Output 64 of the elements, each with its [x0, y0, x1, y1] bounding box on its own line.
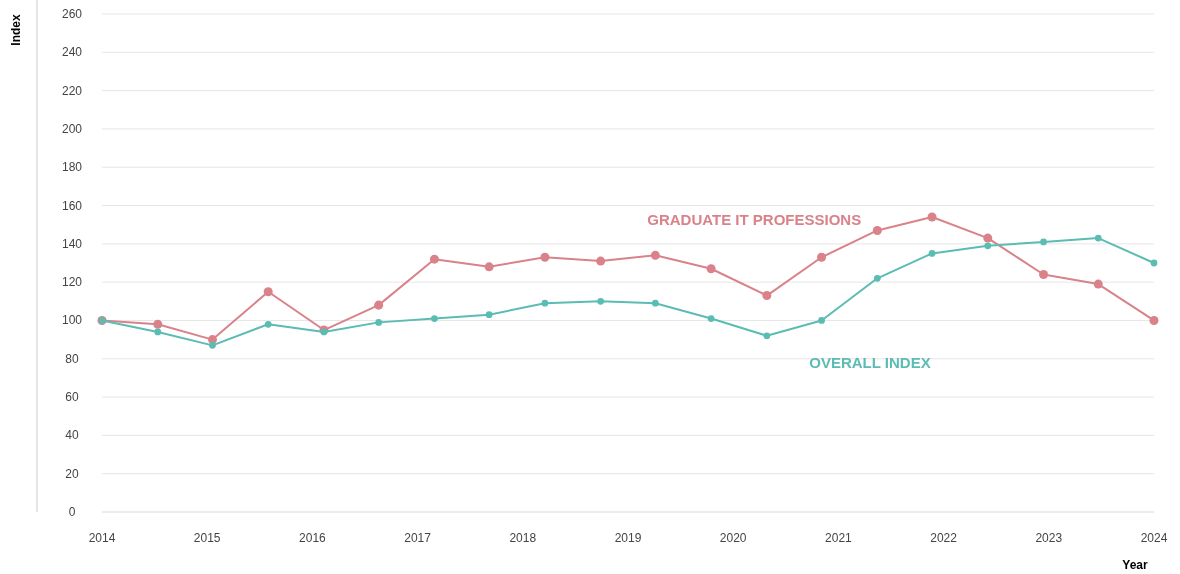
- point: [928, 250, 936, 257]
- point: [429, 254, 439, 264]
- point: [706, 264, 716, 274]
- point: [707, 315, 715, 322]
- point: [1039, 269, 1049, 279]
- point: [375, 319, 383, 326]
- point: [263, 287, 273, 297]
- point: [1149, 315, 1159, 325]
- point: [650, 250, 660, 260]
- y-tick-label: 240: [61, 45, 83, 60]
- point: [153, 319, 163, 329]
- x-tick-label: 2021: [825, 531, 853, 545]
- point: [541, 299, 549, 307]
- point: [484, 262, 494, 272]
- y-tick-label: 200: [61, 121, 83, 136]
- y-tick-label: 0: [68, 505, 76, 519]
- x-tick-label: 2014: [88, 531, 116, 545]
- y-tick-label: 220: [61, 83, 83, 98]
- y-tick-label: 100: [61, 313, 83, 328]
- y-tick-label: 160: [61, 198, 83, 213]
- point: [1040, 238, 1047, 246]
- point: [597, 297, 605, 305]
- y-tick-label: 140: [61, 236, 83, 251]
- point: [596, 256, 606, 266]
- point: [1150, 259, 1158, 267]
- point: [264, 320, 272, 328]
- point: [374, 300, 384, 310]
- x-tick-label: 2015: [193, 531, 221, 545]
- point: [485, 311, 493, 319]
- x-axis-title: Year: [1122, 558, 1149, 572]
- y-tick-label: 180: [61, 160, 83, 175]
- point: [763, 332, 771, 340]
- point: [1094, 234, 1102, 242]
- y-tick-label: 60: [65, 390, 79, 405]
- point: [651, 299, 659, 307]
- point: [983, 233, 993, 243]
- series-label: GRADUATE IT PROFESSIONS: [647, 210, 862, 228]
- x-tick-label: 2016: [299, 531, 327, 545]
- point: [872, 225, 882, 235]
- point: [1093, 279, 1103, 289]
- point: [540, 252, 550, 262]
- point: [209, 341, 216, 349]
- x-tick-label: 2019: [614, 531, 642, 545]
- x-tick-label: 2017: [404, 531, 432, 545]
- series-label: OVERALL INDEX: [809, 354, 931, 372]
- x-tick-label: 2023: [1035, 531, 1063, 545]
- y-tick-label: 40: [65, 428, 79, 443]
- point: [984, 242, 992, 250]
- y-axis-title: Index: [9, 14, 23, 46]
- x-tick-label: 2024: [1140, 531, 1168, 545]
- x-tick-label: 2018: [509, 531, 537, 545]
- point: [431, 315, 438, 322]
- y-tick-label: 120: [61, 275, 83, 290]
- y-tick-label: 260: [61, 7, 83, 21]
- point: [873, 274, 881, 282]
- point: [817, 252, 827, 262]
- point: [927, 212, 937, 222]
- x-tick-label: 2022: [930, 531, 958, 545]
- y-tick-label: 20: [65, 466, 79, 481]
- point: [818, 317, 825, 324]
- y-tick-label: 80: [65, 351, 79, 366]
- point: [154, 328, 162, 336]
- x-tick-label: 2020: [719, 531, 747, 545]
- point: [762, 291, 772, 301]
